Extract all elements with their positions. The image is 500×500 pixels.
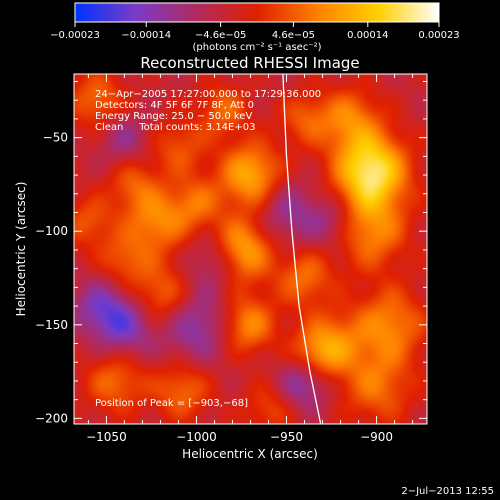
clean-total-counts-text: Clean Total counts: 3.14E+03 [95, 122, 255, 133]
x-tick-label: −1000 [176, 430, 217, 444]
time-range-text: 24−Apr−2005 17:27:00.000 to 17:29:36.000 [95, 89, 321, 100]
plot-area [74, 74, 427, 424]
chart-title: Reconstructed RHESSI Image [140, 54, 359, 72]
y-tick-label: −150 [35, 318, 68, 332]
y-tick-label: −50 [43, 131, 68, 145]
peak-position-text: Position of Peak = [−903,−68] [95, 398, 248, 409]
colorbar-tick-label: 0.00023 [418, 30, 459, 41]
solar-limb-curve [282, 74, 322, 424]
heatmap-image [74, 74, 427, 424]
detectors-text: Detectors: 4F 5F 6F 7F 8F, Att 0 [95, 100, 254, 111]
axis-ticks: −1050 −1000 −950 −900 −50 −100 −150 −200 [35, 74, 427, 444]
colorbar-tick-label: −4.6e−05 [195, 30, 247, 41]
x-tick-label: −950 [270, 430, 303, 444]
colorbar-tick-label: −0.00023 [50, 30, 100, 41]
x-axis-label: Heliocentric X (arcsec) [182, 447, 318, 461]
y-tick-label: −100 [35, 224, 68, 238]
y-axis-label: Heliocentric Y (arcsec) [14, 182, 28, 317]
colorbar-tick-label: −0.00014 [121, 30, 171, 41]
y-tick-label: −200 [35, 411, 68, 425]
colorbar-ticks: −0.00023 −0.00014 −4.6e−05 4.6e−05 0.00014 0.… [50, 22, 460, 41]
annotation-block: 24−Apr−2005 17:27:00.000 to 17:29:36.000… [95, 89, 321, 409]
footer-date: 2−Jul−2013 12:55 [401, 486, 494, 497]
colorbar [74, 2, 440, 23]
x-tick-label: −1050 [86, 430, 127, 444]
colorbar-tick-label: 4.6e−05 [272, 30, 315, 41]
colorbar-tick-label: 0.00014 [347, 30, 388, 41]
x-tick-label: −900 [360, 430, 393, 444]
colorbar-unit-label: (photons cm⁻² s⁻¹ asec⁻²) [192, 42, 321, 53]
energy-range-text: Energy Range: 25.0 − 50.0 keV [95, 111, 252, 122]
